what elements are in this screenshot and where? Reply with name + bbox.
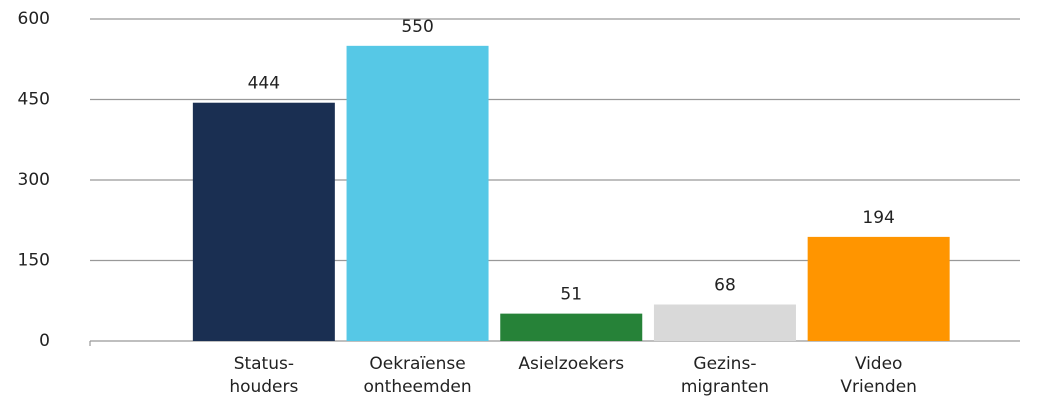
- y-tick-label: 300: [18, 170, 50, 190]
- data-label: 444: [248, 74, 280, 94]
- x-tick-label: Video Vrienden: [840, 354, 917, 397]
- bar: [346, 45, 489, 341]
- bar: [653, 304, 796, 341]
- data-label: 68: [714, 276, 736, 296]
- y-tick-label: 600: [18, 9, 50, 29]
- data-label: 51: [560, 285, 582, 305]
- y-tick-label: 0: [39, 331, 50, 351]
- x-tick-label: Status- houders: [229, 354, 299, 397]
- x-tick-label: Oekraïense ontheemden: [363, 354, 472, 397]
- bar: [500, 313, 643, 341]
- bar: [192, 102, 335, 341]
- data-label: 550: [401, 17, 433, 37]
- x-tick-label: Gezins- migranten: [680, 354, 770, 397]
- data-label: 194: [862, 208, 894, 228]
- y-tick-label: 150: [18, 251, 50, 271]
- y-tick-label: 450: [18, 90, 50, 110]
- x-tick-label: Asielzoekers: [518, 354, 625, 374]
- bar: [807, 236, 950, 341]
